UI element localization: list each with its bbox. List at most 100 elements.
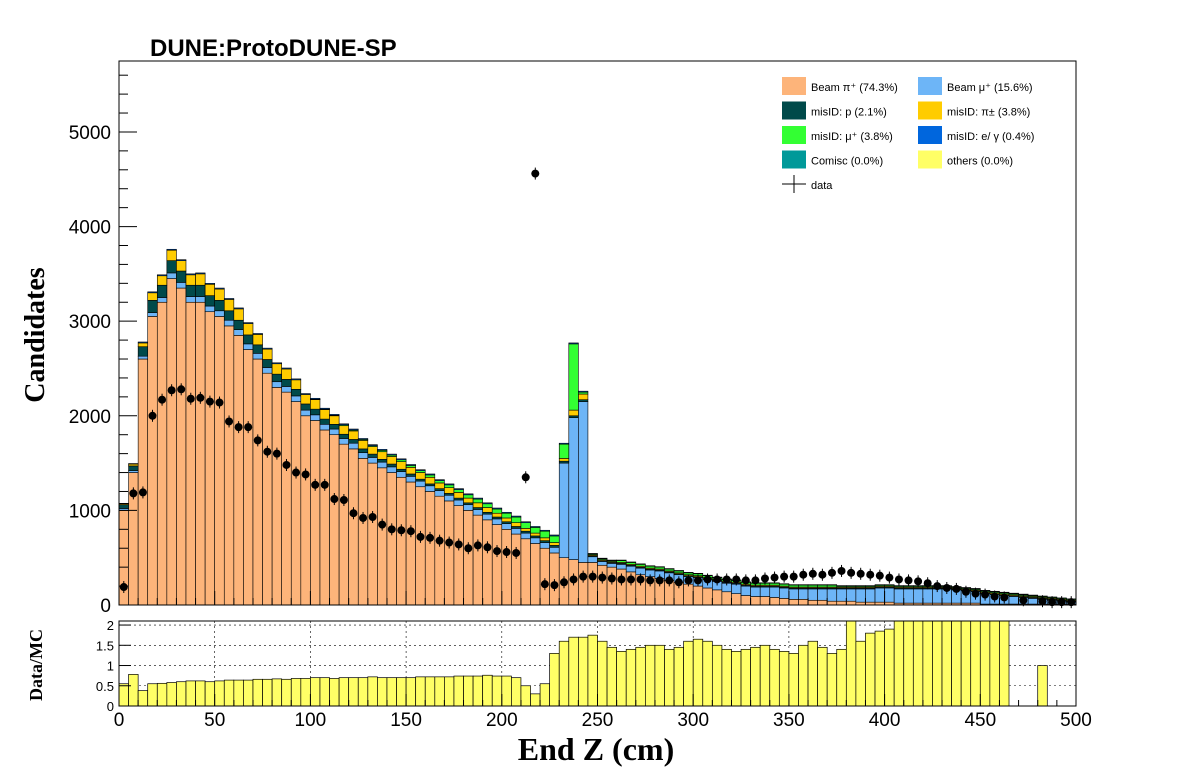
legend-label: Comisc (0.0%) xyxy=(811,156,883,168)
ratio-bar xyxy=(1037,665,1048,707)
data-point xyxy=(990,592,999,601)
bar xyxy=(310,397,321,400)
bar xyxy=(300,393,311,395)
data-point xyxy=(129,489,138,498)
bar xyxy=(185,274,196,286)
bar xyxy=(290,388,302,397)
bar xyxy=(922,588,933,604)
bar xyxy=(415,472,426,480)
bar xyxy=(233,329,244,336)
bar xyxy=(539,530,550,539)
legend-entry: Comisc (0.0%) xyxy=(782,150,883,169)
bar xyxy=(463,510,474,606)
bar xyxy=(396,461,407,470)
x-tick-label: 200 xyxy=(486,710,518,731)
bar xyxy=(338,425,349,435)
data-point xyxy=(205,397,214,406)
bar xyxy=(243,343,254,350)
bar xyxy=(405,481,416,606)
bar xyxy=(329,415,340,425)
data-point xyxy=(368,513,377,522)
bar xyxy=(491,512,503,518)
bar xyxy=(405,473,416,477)
ratio-bar xyxy=(520,685,531,707)
bar xyxy=(338,443,349,606)
bar xyxy=(262,359,273,368)
ratio-bar xyxy=(817,646,828,707)
bar xyxy=(166,278,177,606)
ratio-bar xyxy=(979,620,991,707)
ratio-bar xyxy=(558,640,570,707)
bar xyxy=(501,511,512,514)
legend-entry: others (0.0%) xyxy=(918,150,1013,169)
bar xyxy=(223,325,235,606)
x-tick-label: 500 xyxy=(1060,710,1092,731)
x-tick-label: 250 xyxy=(582,710,614,731)
bar xyxy=(262,367,273,374)
bar xyxy=(185,296,196,303)
ratio-bar xyxy=(884,628,895,707)
legend-swatch xyxy=(782,77,806,95)
x-axis-label: End Z (cm) xyxy=(518,731,674,767)
data-point xyxy=(713,575,722,584)
bar xyxy=(750,586,761,597)
bar xyxy=(147,312,158,317)
bar xyxy=(300,403,311,411)
ratio-bar xyxy=(166,682,177,707)
data-point xyxy=(961,587,970,596)
bar xyxy=(491,507,503,510)
data-point xyxy=(981,590,990,599)
ratio-bar xyxy=(874,630,885,707)
bar xyxy=(357,448,369,453)
data-point xyxy=(435,536,444,545)
bar xyxy=(415,480,426,488)
bar xyxy=(156,297,168,303)
data-point xyxy=(684,576,693,585)
bar xyxy=(204,305,216,313)
x-tick-label: 150 xyxy=(390,710,422,731)
legend-entry: Beam μ⁺ (15.6%) xyxy=(918,77,1033,95)
ratio-bar xyxy=(195,680,206,707)
ratio-bar xyxy=(587,634,598,707)
data-points xyxy=(119,167,1076,609)
ratio-bar xyxy=(999,620,1010,707)
ratio-bar xyxy=(625,648,637,707)
data-point xyxy=(445,538,454,547)
bar xyxy=(223,299,235,312)
ratio-bar xyxy=(845,620,857,707)
ratio-bar xyxy=(472,675,484,707)
data-point xyxy=(119,583,128,592)
bar xyxy=(300,394,311,405)
data-point xyxy=(818,570,827,579)
data-point xyxy=(282,460,291,469)
data-point xyxy=(674,578,683,587)
data-point xyxy=(560,578,569,587)
bar xyxy=(798,588,809,600)
bar xyxy=(214,287,225,290)
bar xyxy=(252,353,263,360)
ratio-bar xyxy=(319,677,330,707)
bar xyxy=(491,518,503,525)
bar xyxy=(252,358,263,606)
data-point xyxy=(626,575,635,584)
ratio-bar xyxy=(549,653,560,707)
bar xyxy=(147,292,158,301)
bar xyxy=(310,420,321,606)
ratio-bar xyxy=(233,679,244,707)
bar xyxy=(319,409,330,420)
bar xyxy=(874,587,885,603)
ratio-bar xyxy=(893,620,905,707)
bar xyxy=(271,387,282,606)
ratio-plot-area: 0 0.5 1 1.5 2 0 50 100 150 200 250 300 350 400 450 500 xyxy=(96,618,1092,731)
bar xyxy=(271,362,282,365)
bar xyxy=(530,527,541,534)
bar xyxy=(511,522,522,527)
bar xyxy=(578,390,589,393)
bar xyxy=(195,296,206,303)
data-point xyxy=(138,488,147,497)
bar xyxy=(721,591,732,606)
bar xyxy=(195,273,206,286)
bar xyxy=(405,467,416,475)
bar xyxy=(788,588,799,600)
ratio-bar xyxy=(912,620,924,707)
